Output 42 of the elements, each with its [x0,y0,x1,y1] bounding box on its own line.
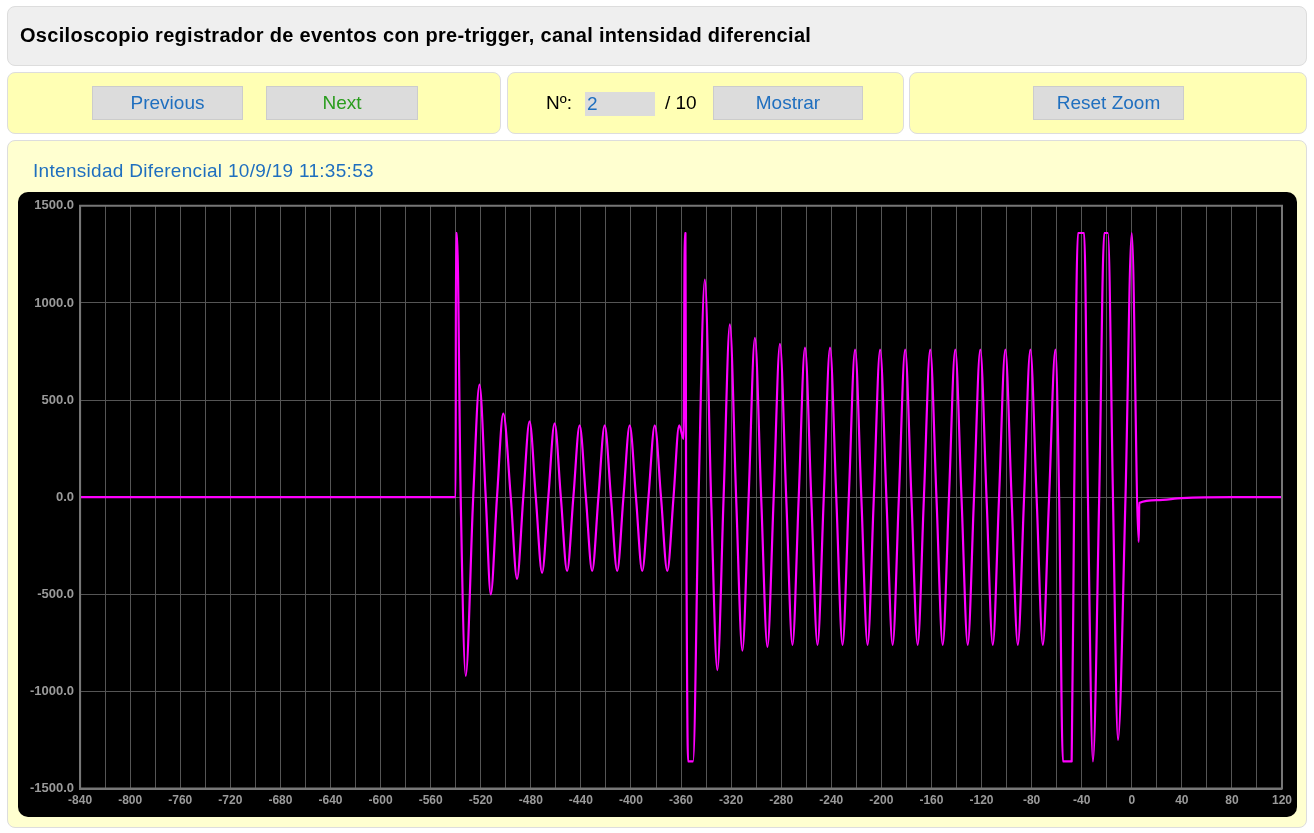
x-tick-label: 120 [1271,793,1293,808]
x-tick-label: -200 [869,793,894,808]
text: 2 [587,93,598,114]
x-tick-label: -80 [1022,793,1041,808]
x-tick-label: -760 [168,793,193,808]
x-tick-label: 40 [1175,793,1189,808]
x-tick-label: -40 [1073,793,1091,808]
chart-subtitle: Intensidad Diferencial 10/9/19 11:35:53 [33,160,374,182]
x-tick-label: -320 [719,793,744,808]
x-tick-label: -440 [568,793,594,808]
text: Nº: [546,91,572,115]
y-tick-label: -1500.0 [30,780,75,796]
x-tick-label: -560 [418,793,443,808]
x-tick-label: -360 [669,793,694,808]
y-tick-label: -1000.0 [30,683,75,699]
line-series [80,231,1282,763]
text: Previous [92,86,243,120]
text: Reset Zoom [1033,86,1184,120]
x-tick-label: -400 [618,793,644,808]
y-tick-label: 1000.0 [34,294,75,310]
x-tick-label: -480 [518,793,544,808]
x-tick-label: -600 [368,793,393,808]
x-tick-label: 0 [1128,793,1136,808]
x-tick-label: -240 [819,793,844,808]
x-tick-label: -680 [268,793,293,808]
text: Mostrar [713,86,863,120]
x-tick-label: -640 [318,793,343,808]
x-tick-label: -720 [218,793,243,808]
y-tick-label: -500.0 [37,585,75,601]
chart-title: Osciloscopio registrador de eventos con pre-trigger, canal intensidad diferencial [20,24,812,47]
text: Next [266,86,418,120]
y-tick-label: 500.0 [41,391,75,407]
y-tick-label: 1500.0 [34,197,75,213]
x-tick-label: -280 [769,793,794,808]
text: / 10 [665,91,697,115]
x-tick-label: -800 [118,793,143,808]
x-tick-label: -840 [68,793,93,808]
x-tick-label: -520 [468,793,494,808]
y-tick-label: 0.0 [56,488,75,504]
x-tick-label: -160 [919,793,944,808]
x-tick-label: 80 [1225,793,1239,808]
x-tick-label: -120 [969,793,994,808]
